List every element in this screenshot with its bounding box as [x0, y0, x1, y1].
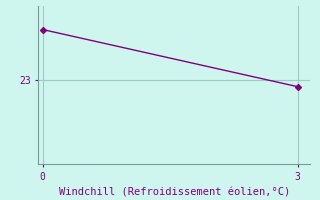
X-axis label: Windchill (Refroidissement éolien,°C): Windchill (Refroidissement éolien,°C) — [59, 187, 290, 197]
